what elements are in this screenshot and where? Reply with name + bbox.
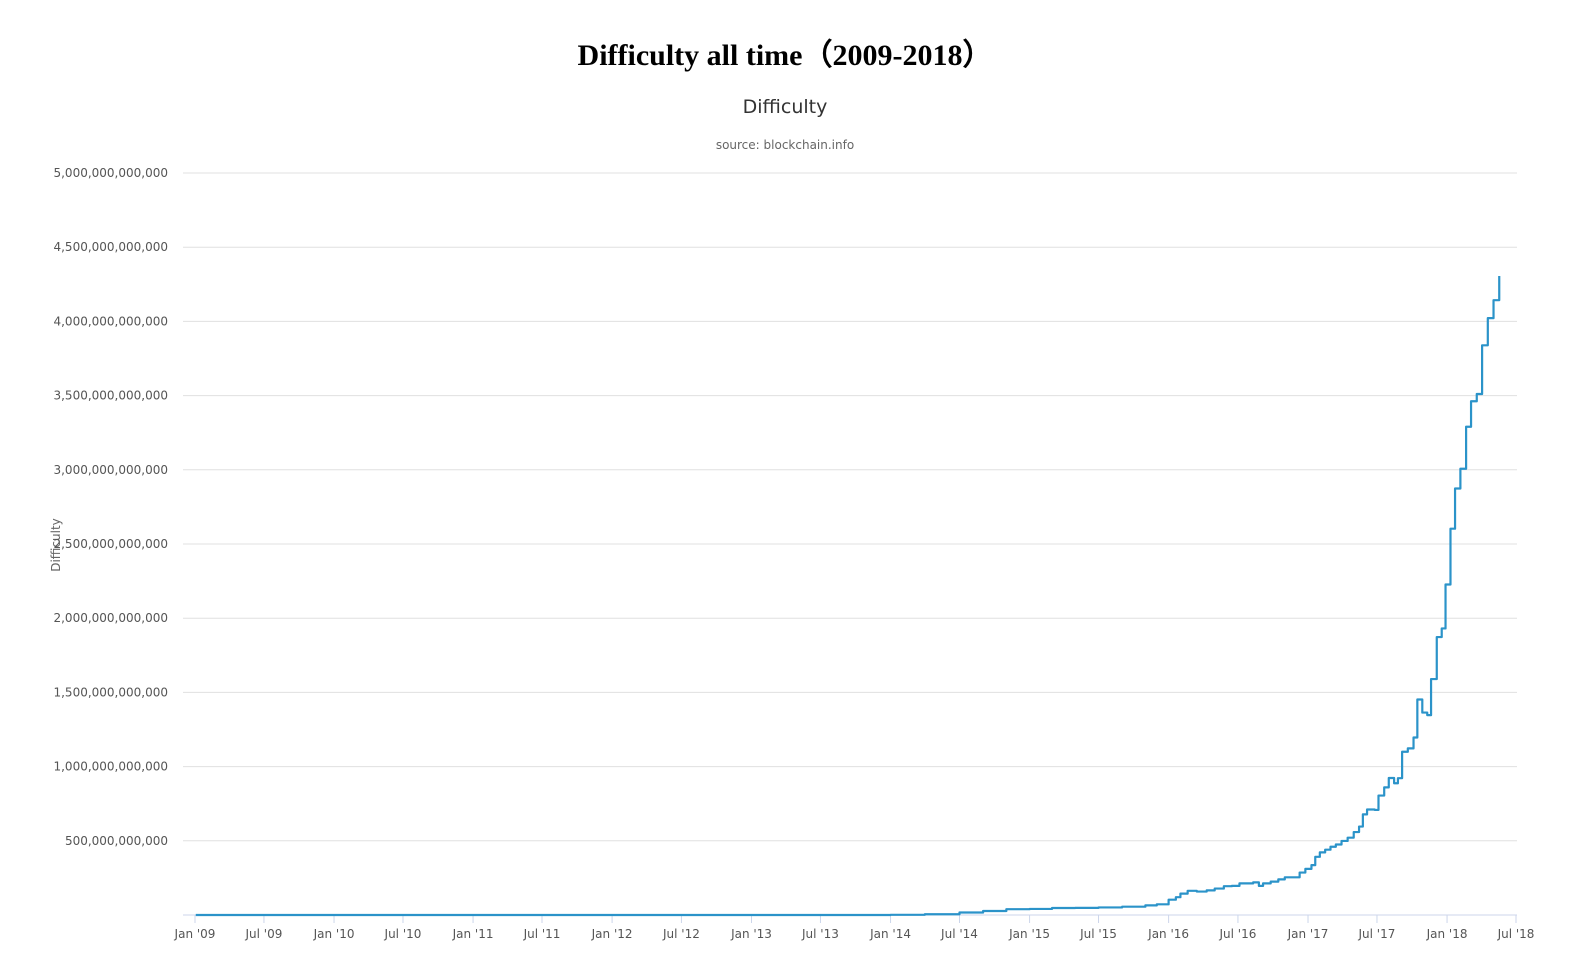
y-tick-label: 4,500,000,000,000 xyxy=(53,240,168,254)
grid-layer xyxy=(183,172,1517,842)
x-tick-label: Jan '15 xyxy=(1008,927,1050,941)
chart-title: Difficulty xyxy=(742,96,828,118)
page-title: Difficulty all time（2009-2018） xyxy=(577,39,993,72)
series-line-difficulty xyxy=(195,275,1501,917)
x-tick-label: Jul '17 xyxy=(1358,927,1396,941)
x-tick-label: Jul '09 xyxy=(245,927,283,941)
x-tick-labels: Jan '09 Jul '09 Jan '10 Jul '10 Jan '11 Jul '… xyxy=(174,915,1535,941)
x-tick-label: Jan '16 xyxy=(1147,927,1189,941)
x-tick-label: Jan '11 xyxy=(452,927,494,941)
y-tick-labels: 500,000,000,000 1,000,000,000,000 1,500,00… xyxy=(53,166,168,848)
x-tick-label: Jan '12 xyxy=(591,927,633,941)
y-tick-label: 3,000,000,000,000 xyxy=(53,463,168,477)
y-tick-label: 5,000,000,000,000 xyxy=(53,166,168,180)
x-tick-label: Jul '13 xyxy=(801,927,839,941)
y-tick-label: 3,500,000,000,000 xyxy=(53,389,168,403)
y-tick-label: 4,000,000,000,000 xyxy=(53,314,168,328)
x-tick-label: Jul '18 xyxy=(1497,927,1535,941)
x-tick-label: Jul '15 xyxy=(1079,927,1117,941)
y-tick-label: 500,000,000,000 xyxy=(65,834,168,848)
x-tick-label: Jul '11 xyxy=(523,927,561,941)
y-tick-label: 1,000,000,000,000 xyxy=(53,760,168,774)
x-tick-label: Jul '14 xyxy=(940,927,978,941)
x-tick-label: Jan '09 xyxy=(174,927,216,941)
x-tick-label: Jan '13 xyxy=(730,927,772,941)
x-tick-label: Jul '16 xyxy=(1218,927,1256,941)
y-tick-label: 2,500,000,000,000 xyxy=(53,537,168,551)
x-tick-label: Jul '12 xyxy=(662,927,700,941)
x-tick-label: Jan '17 xyxy=(1287,927,1329,941)
y-tick-label: 1,500,000,000,000 xyxy=(53,685,168,699)
series-layer xyxy=(195,275,1501,917)
x-tick-label: Jan '10 xyxy=(313,927,355,941)
x-tick-label: Jan '14 xyxy=(869,927,911,941)
y-tick-label: 2,000,000,000,000 xyxy=(53,611,168,625)
chart-subtitle: source: blockchain.info xyxy=(715,138,855,152)
x-tick-label: Jul '10 xyxy=(384,927,422,941)
x-tick-label: Jan '18 xyxy=(1426,927,1468,941)
